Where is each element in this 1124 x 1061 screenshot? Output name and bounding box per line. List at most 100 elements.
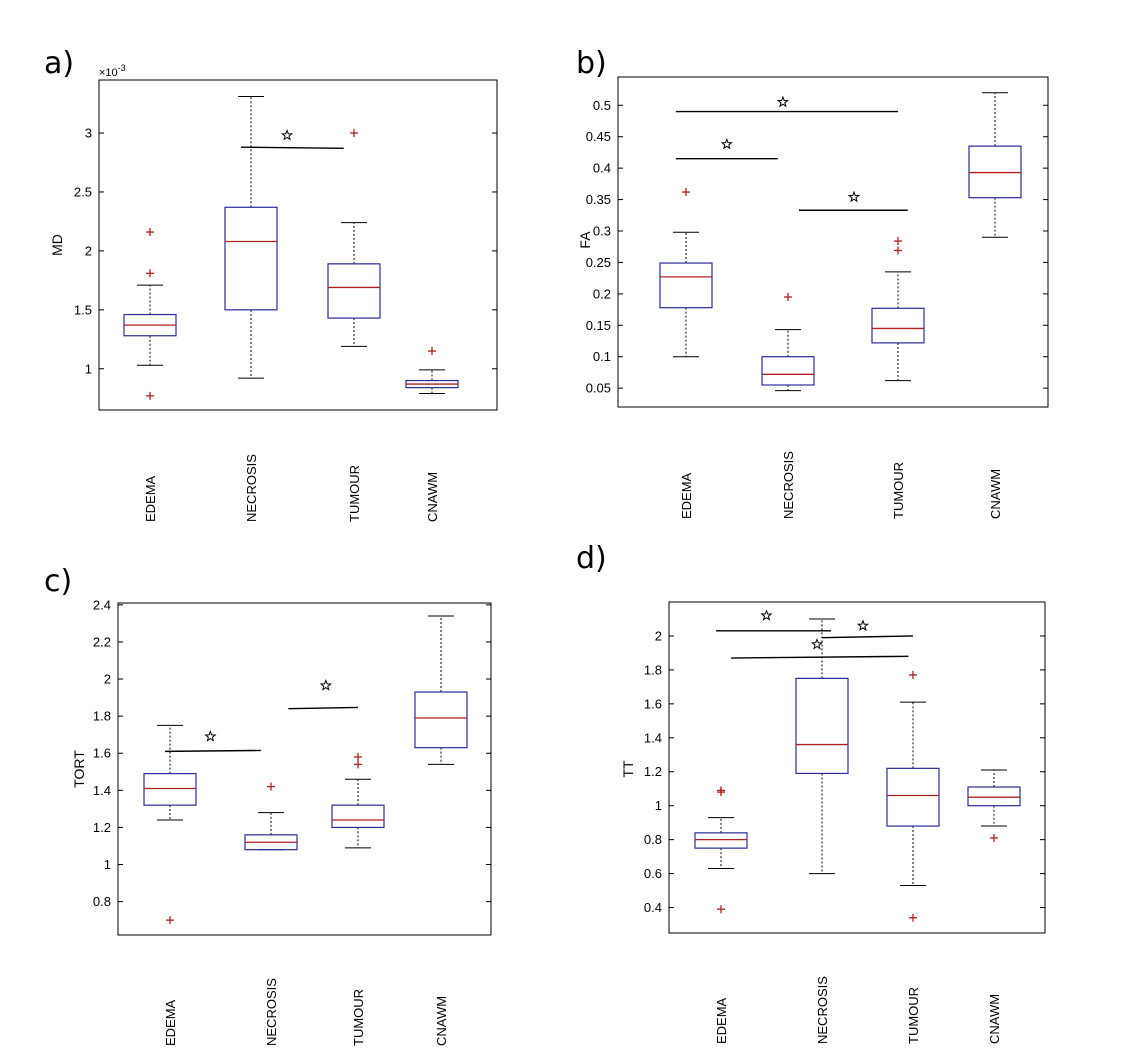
iqr-box <box>143 773 197 806</box>
y-tick-label: 1.2 <box>644 764 662 779</box>
box-necrosis <box>224 96 278 379</box>
significance-star-icon <box>319 679 332 691</box>
panel-d: d) 0.4 0.6 0.8 1 1.2 1.4 1.6 1.8 2 TT EDEMA NECROSIS… <box>576 541 1046 1044</box>
y-tick-label: 1.5 <box>74 302 92 317</box>
significance-bar <box>164 749 261 753</box>
category-label: CNAWM <box>425 472 440 522</box>
y-axis-label: FA <box>577 231 593 249</box>
outlier-marker <box>894 246 902 255</box>
panel-c: c) 0.8 1 1.2 1.4 1.6 1.8 2 2.2 2.4 TORT EDEMA NECROS… <box>44 564 492 1046</box>
category-label: TUMOUR <box>351 989 366 1046</box>
iqr-box <box>331 804 385 829</box>
category-label: NECROSIS <box>781 451 796 519</box>
box-tumour <box>886 670 940 922</box>
y-tick-label: 1 <box>104 857 111 872</box>
y-tick-label: 1.6 <box>93 746 111 761</box>
significance-star-icon <box>204 730 217 742</box>
y-axis-label: TT <box>620 760 636 778</box>
significance-bar <box>288 706 359 710</box>
outlier-marker <box>146 228 154 237</box>
outlier-marker <box>990 833 998 842</box>
category-label: EDEMA <box>714 997 729 1044</box>
category-label: EDEMA <box>679 472 694 519</box>
significance-star-icon <box>847 190 861 203</box>
iqr-box <box>414 691 468 749</box>
y-tick-label: 1.4 <box>93 783 111 798</box>
panel-a: a) 1 1.5 2 2.5 3 ×10-3 MD EDEMA NECROSIS TUMOUR CNA… <box>44 46 498 522</box>
y-tick-label: 0.35 <box>586 192 611 207</box>
y-tick-label: 1.8 <box>93 709 111 724</box>
box-cnawm <box>405 347 459 394</box>
plot-frame <box>617 76 1049 408</box>
panel-label: b) <box>576 46 607 81</box>
y-tick-label: 0.5 <box>593 98 611 113</box>
category-label: CNAWM <box>987 994 1002 1044</box>
y-tick-label: 2.4 <box>93 597 111 612</box>
category-label: TUMOUR <box>906 987 921 1044</box>
y-tick-label: 3 <box>85 126 92 141</box>
y-tick-label: 0.4 <box>593 161 611 176</box>
box-edema <box>694 786 748 914</box>
significance-bar <box>731 655 909 659</box>
outlier-marker <box>354 752 362 761</box>
y-tick-label: 0.15 <box>586 318 611 333</box>
category-label: NECROSIS <box>264 978 279 1046</box>
iqr-box <box>795 677 849 775</box>
outlier-marker <box>717 788 725 797</box>
outlier-marker <box>894 237 902 246</box>
significance-star-icon <box>280 128 294 141</box>
panel-b: b) 0.05 0.1 0.15 0.2 0.25 0.3 0.35 0.4 0.45 0.5 FA E… <box>576 46 1049 519</box>
significance-bar <box>240 146 344 150</box>
y-tick-label: 0.8 <box>93 894 111 909</box>
y-tick-label: 0.8 <box>644 832 662 847</box>
outlier-marker <box>146 269 154 278</box>
box-edema <box>123 228 177 400</box>
box-edema <box>659 188 713 358</box>
outlier-marker <box>267 782 275 791</box>
box-tumour <box>871 237 925 382</box>
iqr-box <box>871 307 925 344</box>
panel-label: d) <box>576 541 607 576</box>
iqr-box <box>224 206 278 311</box>
box-cnawm <box>967 769 1021 842</box>
box-tumour <box>327 129 381 347</box>
iqr-box <box>327 263 381 319</box>
box-necrosis <box>244 782 298 851</box>
category-label: CNAWM <box>434 996 449 1046</box>
box-edema <box>143 724 197 925</box>
plot-frame <box>117 602 492 936</box>
panel-label: a) <box>44 46 74 81</box>
plot-frame <box>668 601 1046 934</box>
significance-star-icon <box>720 137 733 150</box>
y-tick-label: 0.3 <box>593 224 611 239</box>
category-label: TUMOUR <box>891 462 906 519</box>
outlier-marker <box>909 913 917 922</box>
outlier-marker <box>909 670 917 679</box>
y-tick-label: 0.4 <box>644 900 662 915</box>
y-tick-label: 1.2 <box>93 820 111 835</box>
panel-label: c) <box>44 564 72 599</box>
iqr-box <box>761 356 815 386</box>
y-tick-label: 0.1 <box>593 349 611 364</box>
y-tick-label: 0.6 <box>644 866 662 881</box>
y-axis-label: MD <box>49 234 65 256</box>
significance-bar <box>821 635 914 639</box>
outlier-marker <box>428 347 436 356</box>
box-tumour <box>331 752 385 849</box>
y-exponent-label: ×10-3 <box>99 63 126 79</box>
category-label: EDEMA <box>163 999 178 1046</box>
significance-star-icon <box>810 637 824 650</box>
y-tick-label: 1.8 <box>644 662 662 677</box>
category-label: TUMOUR <box>347 465 362 522</box>
plot-frame <box>98 79 498 411</box>
y-tick-label: 0.2 <box>593 286 611 301</box>
box-necrosis <box>761 293 815 392</box>
category-label: NECROSIS <box>815 976 830 1044</box>
significance-star-icon <box>856 619 870 631</box>
box-cnawm <box>968 92 1022 238</box>
y-tick-label: 0.25 <box>586 255 611 270</box>
y-tick-label: 2.2 <box>93 634 111 649</box>
y-tick-label: 2 <box>104 672 111 687</box>
y-tick-label: 1.4 <box>644 730 662 745</box>
